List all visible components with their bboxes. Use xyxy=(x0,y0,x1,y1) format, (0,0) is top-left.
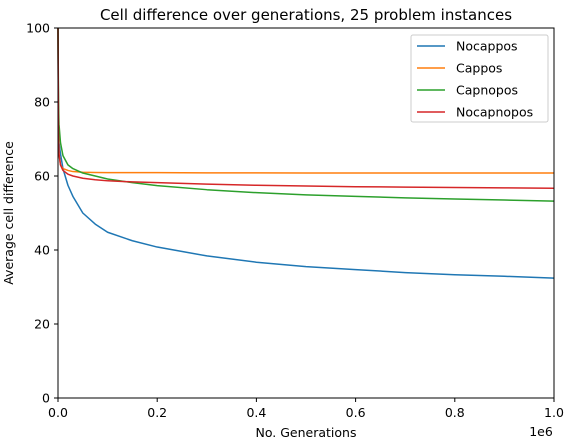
legend-label-nocapnopos: Nocapnopos xyxy=(456,105,533,120)
legend: Nocappos Cappos Capnopos Nocapnopos xyxy=(410,34,549,123)
x-axis-offset-label: 1e6 xyxy=(529,424,553,439)
chart-title: Cell difference over generations, 25 pro… xyxy=(100,6,512,24)
x-tick-label: 0.0 xyxy=(48,405,68,420)
y-tick-label: 60 xyxy=(34,169,50,184)
y-tick-label: 0 xyxy=(42,391,50,406)
plot-frame xyxy=(57,27,555,399)
plot-lines xyxy=(57,27,555,279)
legend-label-nocappos: Nocappos xyxy=(456,39,518,54)
legend-label-cappos: Cappos xyxy=(456,61,502,76)
x-axis-ticks: 0.0 0.2 0.4 0.6 0.8 1.0 xyxy=(48,398,564,420)
x-axis-label: No. Generations xyxy=(256,425,357,440)
series-line-nocapnopos xyxy=(57,27,555,189)
x-tick-label: 0.6 xyxy=(346,405,366,420)
x-tick-label: 0.4 xyxy=(246,405,266,420)
y-tick-label: 40 xyxy=(34,243,50,258)
y-tick-label: 20 xyxy=(34,317,50,332)
y-axis-label: Average cell difference xyxy=(1,141,16,285)
x-tick-label: 0.2 xyxy=(147,405,167,420)
x-tick-label: 0.8 xyxy=(445,405,465,420)
series-line-nocappos xyxy=(57,27,555,279)
x-tick-label: 1.0 xyxy=(544,405,564,420)
legend-label-capnopos: Capnopos xyxy=(456,83,518,98)
legend-box xyxy=(410,34,549,123)
y-tick-label: 80 xyxy=(34,95,50,110)
y-axis-ticks: 0 20 40 60 80 100 xyxy=(26,21,58,406)
y-tick-label: 100 xyxy=(26,21,50,36)
